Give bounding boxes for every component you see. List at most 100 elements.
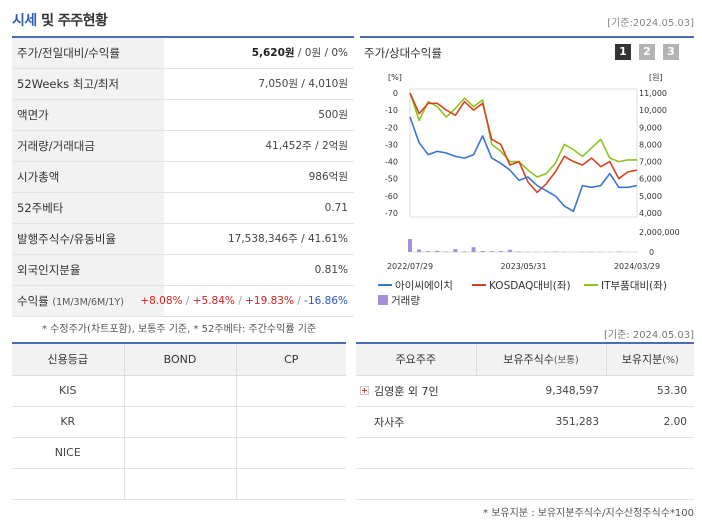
x-tick-label: 2024/03/29 — [614, 262, 660, 271]
right-tick-label: 7,000 — [639, 158, 662, 167]
returns-label: 수익률 — [17, 294, 49, 308]
holders-base-date: [기준: 2024.05.03] — [603, 330, 694, 341]
right-tick-label: 10,000 — [639, 106, 667, 115]
volume-bar — [462, 251, 467, 252]
left-tick-label: -20 — [385, 123, 398, 132]
kosdaq-relative-line — [409, 92, 638, 194]
row-label: 52주베타 — [12, 193, 164, 223]
legend-kosdaq: KOSDAQ대비(좌) — [472, 278, 571, 293]
cp-cell — [235, 467, 346, 500]
header-shares: 보유주식수(보통) — [475, 344, 607, 376]
return-6m: +19.83% — [245, 295, 294, 307]
cp-cell — [235, 374, 346, 407]
row-label: 액면가 — [12, 100, 164, 130]
holder-cell — [356, 437, 476, 469]
right-axis-unit: [원] — [649, 73, 663, 82]
header-shares-label: 보유주식수 — [503, 353, 554, 367]
volume-bar — [408, 239, 412, 252]
left-tick-label: -60 — [385, 192, 398, 201]
chart-title: 주가/상대수익률 — [364, 46, 442, 60]
legend-label: KOSDAQ대비(좌) — [489, 280, 571, 292]
pct-cell: 53.30 — [606, 375, 694, 407]
table-row — [356, 437, 694, 469]
header-shares-sub: (보통) — [553, 355, 579, 367]
legend-price: 아이씨에이치 — [378, 278, 453, 293]
right-tick-label: 4,000 — [639, 209, 662, 218]
header-pct-sub: (%) — [662, 355, 679, 367]
volume-bar — [453, 249, 458, 252]
row-returns: 수익률 (1M/3M/6M/1Y) +8.08% / +5.84% / +19.… — [12, 286, 354, 317]
row-foreign: 외국인지분율 0.81% — [12, 255, 354, 286]
row-52weeks: 52Weeks 최고/최저 7,050원 / 4,010원 — [12, 69, 354, 100]
row-value: 5,620원 / 0원 / 0% — [252, 38, 348, 68]
divider-right — [360, 36, 694, 38]
section-title: 시세 및 주주현황 — [12, 10, 108, 30]
expand-plus-icon[interactable] — [360, 386, 369, 395]
row-value: +8.08% / +5.84% / +19.83% / -16.86% — [140, 295, 348, 307]
volume-bar — [498, 251, 503, 252]
table-row: NICE — [12, 436, 346, 469]
shares-cell — [476, 437, 606, 469]
header-cp: CP — [235, 344, 346, 376]
chart-page-2-button[interactable]: 2 — [639, 44, 655, 60]
legend-swatch — [378, 284, 392, 286]
row-label: 발행주식수/유동비율 — [12, 224, 164, 254]
legend-swatch — [472, 284, 486, 286]
right-tick-label: 6,000 — [639, 175, 662, 184]
bond-cell — [123, 374, 237, 407]
volume-bar — [489, 251, 494, 252]
table-row: KR — [12, 405, 346, 438]
left-tick-label: -70 — [385, 209, 398, 218]
row-par-value: 액면가 500원 — [12, 100, 354, 131]
price-table: 주가/전일대비/수익률 5,620원 / 0원 / 0% 52Weeks 최고/… — [12, 38, 354, 317]
left-tick-label: -40 — [385, 158, 398, 167]
chart-panel: [%] [원] 0 -10 -20 -30 -40 -50 -60 -70 11,000 10,000… — [360, 38, 694, 314]
table-row: 자사주 351,283 2.00 — [356, 406, 694, 438]
legend-label: IT부품대비(좌) — [601, 280, 668, 292]
holder-cell: 자사주 — [356, 406, 476, 438]
row-volume: 거래량/거래대금 41,452주 / 2억원 — [12, 131, 354, 162]
returns-sub-label: (1M/3M/6M/1Y) — [52, 297, 124, 308]
plot-frame — [409, 88, 638, 218]
title-accent: 시세 — [12, 13, 37, 29]
credit-rating-table: 신용등급 BOND CP KIS KR NICE — [12, 344, 346, 500]
left-axis-unit: [%] — [388, 73, 402, 82]
it-relative-line — [409, 92, 637, 178]
agency-cell: KIS — [12, 374, 125, 407]
shareholders-table: 주요주주 보유주식수(보통) 보유지분(%) 김영훈 외 7인 9,348,59… — [356, 344, 694, 500]
left-tick-label: -50 — [385, 175, 398, 184]
legend-swatch — [584, 284, 598, 286]
row-shares: 발행주식수/유동비율 17,538,346주 / 41.61% — [12, 224, 354, 255]
volume-bar — [480, 251, 485, 252]
header-rating: 신용등급 — [12, 344, 125, 376]
row-value: 986억원 — [308, 171, 348, 183]
pct-cell — [606, 437, 694, 469]
volume-bar — [516, 251, 521, 252]
row-beta: 52주베타 0.71 — [12, 193, 354, 224]
bond-cell — [123, 436, 237, 469]
holder-cell — [356, 468, 476, 500]
x-tick-label: 2022/07/29 — [387, 262, 433, 271]
left-tick-label: -10 — [385, 106, 398, 115]
section-header: 시세 및 주주현황 [기준:2024.05.03] — [12, 8, 694, 32]
volume-bar — [417, 249, 422, 252]
agency-cell — [12, 467, 125, 500]
price-footnote: * 수정주가(차트포함), 보통주 기준, * 52주베타: 주간수익률 기준 — [42, 324, 317, 335]
legend-volume: 거래량 — [378, 293, 420, 308]
row-market-cap: 시가총액 986억원 — [12, 162, 354, 193]
divider-left — [12, 36, 354, 38]
agency-cell: NICE — [12, 436, 125, 469]
return-3m: +5.84% — [192, 295, 235, 307]
row-value: 0.81% — [314, 264, 348, 276]
right-tick-label: 5,000 — [639, 192, 662, 201]
row-value: 41,452주 / 2억원 — [265, 140, 348, 152]
chart-page-3-button[interactable]: 3 — [663, 44, 679, 60]
right-tick-label: 9,000 — [639, 123, 662, 132]
row-label: 시가총액 — [12, 162, 164, 192]
holders-footnote: * 보유지분 : 보유지분주식수/지수산정주식수*100 — [483, 508, 694, 519]
legend-label: 거래량 — [391, 295, 420, 307]
chart-page-1-button[interactable]: 1 — [615, 44, 631, 60]
price-change: / 0원 / 0% — [294, 47, 348, 59]
bond-cell — [123, 467, 237, 500]
base-date: [기준:2024.05.03] — [607, 18, 694, 29]
